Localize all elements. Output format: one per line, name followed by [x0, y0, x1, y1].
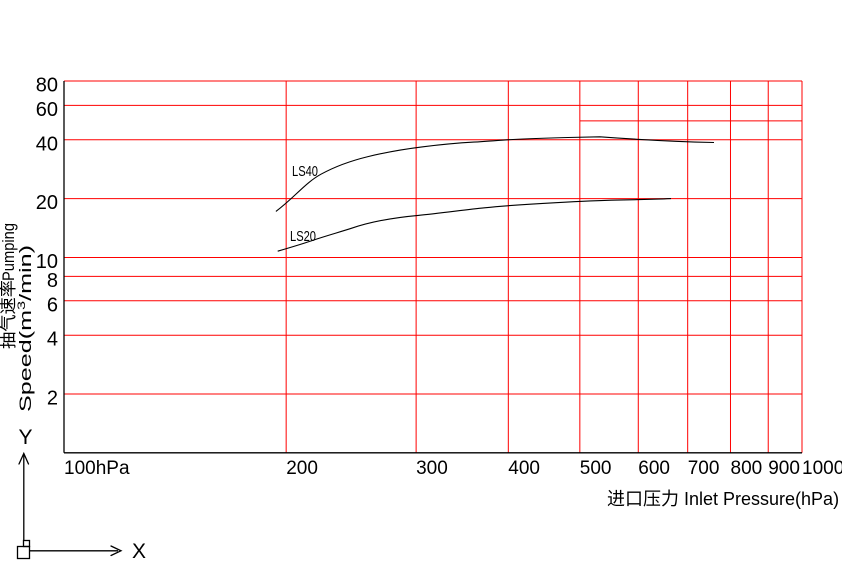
svg-text:6: 6 [47, 294, 58, 316]
svg-text:80: 80 [36, 75, 58, 97]
svg-text:LS20: LS20 [290, 228, 316, 245]
svg-text:LS40: LS40 [292, 163, 318, 180]
svg-text:Speed(m3/min): Speed(m3/min) [16, 245, 35, 412]
svg-text:8: 8 [47, 270, 58, 292]
svg-text:100hPa: 100hPa [64, 458, 130, 479]
svg-text:Y: Y [18, 426, 32, 449]
svg-text:4: 4 [47, 329, 58, 351]
svg-text:600: 600 [638, 458, 670, 479]
svg-text:X: X [132, 540, 146, 563]
svg-text:700: 700 [688, 458, 720, 479]
svg-text:900: 900 [768, 458, 800, 479]
svg-text:60: 60 [36, 99, 58, 121]
svg-text:1000: 1000 [802, 458, 842, 479]
svg-text:800: 800 [731, 458, 763, 479]
svg-text:300: 300 [416, 458, 448, 479]
svg-text:40: 40 [36, 133, 58, 155]
svg-text:400: 400 [508, 458, 540, 479]
svg-text:进口压力 Inlet Pressure(hPa): 进口压力 Inlet Pressure(hPa) [607, 489, 839, 509]
svg-text:2: 2 [47, 388, 58, 410]
svg-text:500: 500 [580, 458, 612, 479]
svg-text:20: 20 [36, 192, 58, 214]
svg-text:200: 200 [286, 458, 318, 479]
